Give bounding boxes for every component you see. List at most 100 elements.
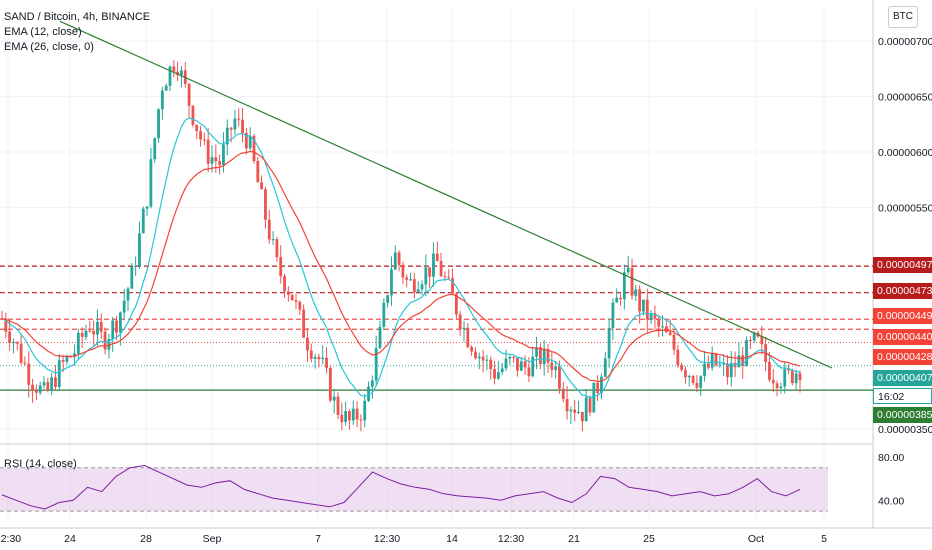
candle-body-40 xyxy=(153,138,157,160)
x-tick-label-2: 28 xyxy=(140,533,152,545)
candle-body-195 xyxy=(745,339,748,366)
candle-body-132 xyxy=(504,358,508,369)
candle-body-126 xyxy=(481,356,485,361)
y-tick-label-0: 0.00000700 xyxy=(878,36,932,48)
candle-body-21 xyxy=(80,333,84,337)
candle-body-53 xyxy=(202,139,206,141)
candle-body-127 xyxy=(485,359,489,361)
candle-body-202 xyxy=(771,379,775,384)
candle-body-27 xyxy=(103,331,107,350)
candle-body-41 xyxy=(157,109,160,139)
candle-body-78 xyxy=(298,301,302,310)
candle-body-168 xyxy=(642,299,645,312)
candle-body-148 xyxy=(565,398,569,412)
candle-body-90 xyxy=(344,411,348,423)
candle-body-85 xyxy=(325,357,328,368)
candle-body-158 xyxy=(603,358,607,377)
candle-body-120 xyxy=(458,314,462,330)
candle-body-26 xyxy=(99,321,103,332)
candle-body-58 xyxy=(222,144,225,166)
rsi-legend: RSI (14, close) xyxy=(4,458,77,470)
y-tick-label-4: 0.00000350 xyxy=(878,424,932,436)
last-price-tag: 0.00000407 xyxy=(873,370,932,386)
candle-body-107 xyxy=(409,279,412,281)
candle-body-64 xyxy=(244,132,248,149)
candle-body-98 xyxy=(374,348,378,381)
candle-body-131 xyxy=(500,368,504,373)
candle-body-177 xyxy=(676,349,680,365)
candle-body-174 xyxy=(664,326,668,333)
candle-body-113 xyxy=(432,253,435,277)
candle-body-1 xyxy=(4,318,8,332)
level-tag-440: 0.00000440 xyxy=(873,329,932,345)
candle-body-182 xyxy=(695,382,699,388)
candle-body-179 xyxy=(684,369,687,378)
candle-body-181 xyxy=(691,375,695,383)
candle-body-35 xyxy=(134,265,138,267)
candle-body-209 xyxy=(798,373,802,381)
candle-body-86 xyxy=(328,367,332,401)
x-tick-label-11: 5 xyxy=(821,533,827,545)
candle-body-28 xyxy=(107,339,111,350)
candle-body-12 xyxy=(46,382,50,391)
candle-body-123 xyxy=(470,347,474,352)
candle-body-112 xyxy=(428,267,432,277)
candle-body-140 xyxy=(535,347,538,357)
candle-body-79 xyxy=(302,309,306,338)
candle-body-136 xyxy=(519,361,523,371)
candle-body-176 xyxy=(672,334,676,350)
candle-body-189 xyxy=(722,363,726,365)
rsi-band xyxy=(0,467,828,512)
candle-body-129 xyxy=(493,369,496,379)
x-tick-label-8: 21 xyxy=(568,533,580,545)
candle-body-15 xyxy=(57,360,61,387)
candle-body-89 xyxy=(340,414,344,423)
candle-body-196 xyxy=(748,339,752,341)
candle-body-201 xyxy=(768,361,771,380)
candle-body-54 xyxy=(206,139,210,164)
currency-badge[interactable]: BTC xyxy=(888,6,918,28)
candle-body-94 xyxy=(359,419,363,421)
candle-body-73 xyxy=(279,257,283,277)
candle-body-77 xyxy=(294,300,298,302)
candle-body-137 xyxy=(523,361,527,368)
candle-body-180 xyxy=(687,375,691,378)
candle-body-104 xyxy=(397,252,401,265)
candle-body-108 xyxy=(412,279,416,293)
candle-body-133 xyxy=(508,356,512,359)
candle-body-25 xyxy=(96,321,99,335)
candle-body-144 xyxy=(550,362,554,370)
candle-body-117 xyxy=(447,277,451,279)
candle-body-205 xyxy=(783,369,787,387)
candle-body-19 xyxy=(73,353,76,357)
candle-body-6 xyxy=(23,362,27,364)
legend-ema26: EMA (26, close, 0) xyxy=(4,41,94,53)
candle-body-187 xyxy=(714,353,718,366)
candle-body-65 xyxy=(248,135,252,149)
candle-body-57 xyxy=(218,161,222,166)
candle-body-66 xyxy=(252,135,256,162)
candle-body-81 xyxy=(309,350,313,359)
countdown-tag: 16:02 xyxy=(873,388,932,404)
candle-body-166 xyxy=(634,289,638,296)
candle-body-3 xyxy=(12,342,15,344)
candle-body-124 xyxy=(474,351,477,359)
candle-body-206 xyxy=(787,369,790,371)
candle-body-20 xyxy=(76,333,80,354)
candle-body-42 xyxy=(160,90,164,110)
candle-body-114 xyxy=(435,253,439,262)
candle-body-160 xyxy=(611,302,615,328)
candle-body-141 xyxy=(538,347,542,365)
candle-body-118 xyxy=(451,278,454,294)
candle-body-24 xyxy=(92,330,96,335)
candle-body-171 xyxy=(653,312,657,319)
rsi-line xyxy=(1,464,801,510)
candle-body-142 xyxy=(542,349,546,365)
candle-body-170 xyxy=(649,312,653,320)
candle-body-193 xyxy=(737,355,741,368)
candle-body-4 xyxy=(15,342,19,344)
candle-body-49 xyxy=(187,84,191,106)
candle-body-106 xyxy=(405,277,409,280)
candle-body-69 xyxy=(264,189,267,220)
